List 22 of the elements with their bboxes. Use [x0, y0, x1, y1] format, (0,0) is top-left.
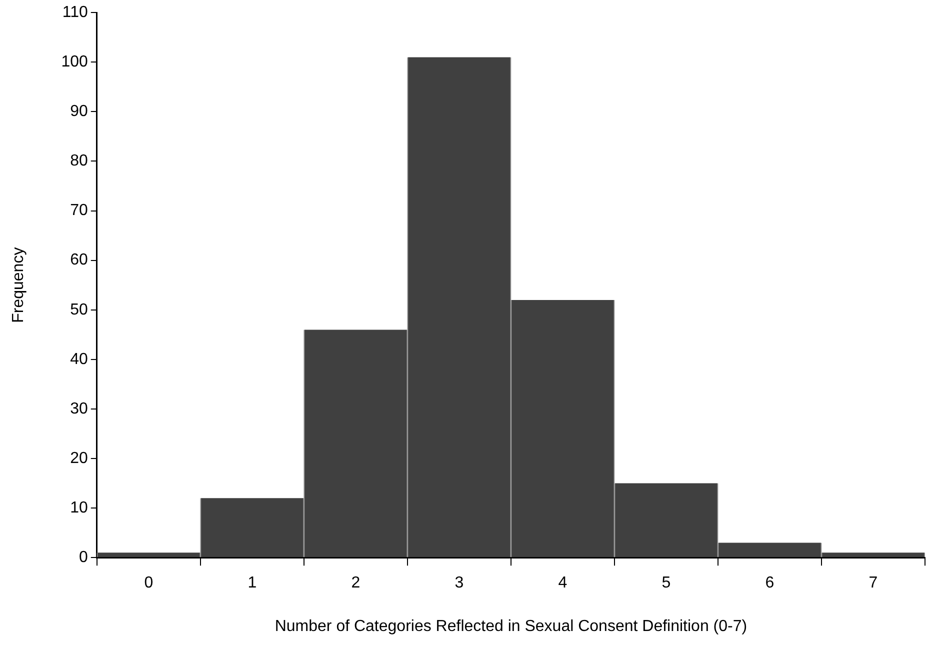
- x-tick-label: 1: [248, 574, 257, 592]
- y-tick-label: 80: [70, 152, 88, 170]
- x-tick-label: 7: [868, 574, 878, 592]
- x-tick-label: 2: [351, 574, 360, 592]
- x-tick-label: 3: [454, 574, 464, 592]
- y-tick-label: 100: [61, 54, 88, 71]
- y-tick-label: 110: [62, 4, 88, 22]
- y-tick-label: 10: [70, 499, 88, 516]
- y-tick-label: 40: [70, 350, 88, 368]
- x-tick-label: 5: [662, 574, 671, 592]
- x-axis-title: Number of Categories Reflected in Sexual Consent Definition (0-7): [274, 618, 748, 635]
- y-tick-label: 20: [70, 450, 88, 467]
- x-tick-label: 4: [558, 574, 568, 592]
- y-axis-title: Frequency: [10, 247, 28, 323]
- y-tick-label: 60: [70, 252, 88, 269]
- y-tick-label: 50: [70, 301, 88, 318]
- x-tick-label: 0: [144, 574, 154, 592]
- y-tick-label: 90: [70, 103, 88, 120]
- x-tick-label: 6: [765, 574, 774, 592]
- y-tick-label: 0: [78, 549, 88, 566]
- y-tick-label: 70: [70, 202, 88, 220]
- y-tick-label: 30: [70, 400, 88, 418]
